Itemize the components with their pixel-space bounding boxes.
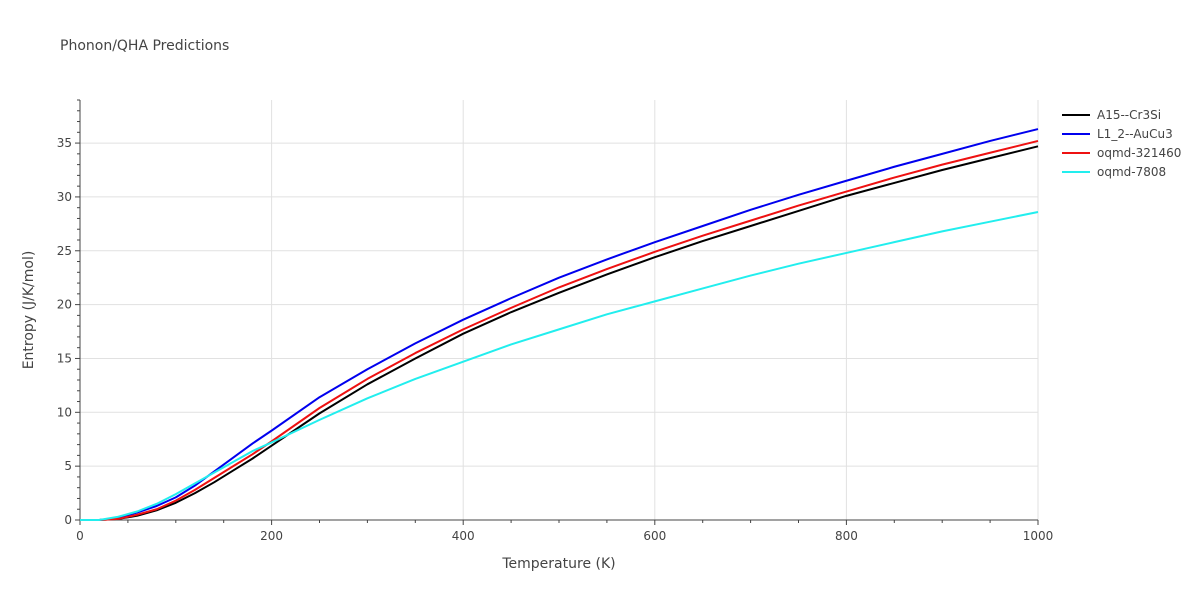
series-line-a15-cr3si[interactable] xyxy=(80,145,1039,521)
x-tick-label: 1000 xyxy=(1023,529,1054,543)
series-line-oqmd-7808[interactable] xyxy=(80,211,1039,521)
x-tick-label: 800 xyxy=(835,529,858,543)
grid-layer xyxy=(80,100,1039,520)
legend-item[interactable]: oqmd-7808 xyxy=(1062,165,1166,179)
y-tick-label: 20 xyxy=(57,298,72,312)
tick-layer: 0 200 400 600 800 1000 0 5 10 15 20 25 30 35 xyxy=(57,99,1054,543)
x-tick-label: 0 xyxy=(76,529,84,543)
legend-item[interactable]: L1_2--AuCu3 xyxy=(1062,127,1173,141)
x-tick-label: 600 xyxy=(643,529,666,543)
x-axis-title: Temperature (K) xyxy=(501,556,615,572)
series-line-l1-2-aucu3[interactable] xyxy=(80,128,1039,521)
series-layer xyxy=(80,128,1039,521)
series-line-oqmd-321460[interactable] xyxy=(80,139,1039,521)
y-tick-label: 35 xyxy=(57,136,72,150)
legend-item[interactable]: oqmd-321460 xyxy=(1062,146,1181,160)
y-axis-title: Entropy (J/K/mol) xyxy=(21,251,37,370)
x-tick-label: 400 xyxy=(452,529,475,543)
y-tick-label: 0 xyxy=(64,513,72,527)
legend-item[interactable]: A15--Cr3Si xyxy=(1062,108,1161,122)
axis-layer xyxy=(79,100,1038,521)
legend: A15--Cr3Si L1_2--AuCu3 oqmd-321460 oqmd-780… xyxy=(1062,108,1181,179)
y-tick-label: 25 xyxy=(57,244,72,258)
chart-title: Phonon/QHA Predictions xyxy=(60,38,229,54)
x-tick-label: 200 xyxy=(260,529,283,543)
legend-label: oqmd-321460 xyxy=(1097,146,1181,160)
y-tick-label: 5 xyxy=(64,459,72,473)
y-tick-label: 15 xyxy=(57,351,72,365)
legend-label: oqmd-7808 xyxy=(1097,165,1166,179)
y-tick-label: 10 xyxy=(57,405,72,419)
y-tick-label: 30 xyxy=(57,190,72,204)
legend-label: A15--Cr3Si xyxy=(1097,108,1161,122)
legend-label: L1_2--AuCu3 xyxy=(1097,127,1173,141)
